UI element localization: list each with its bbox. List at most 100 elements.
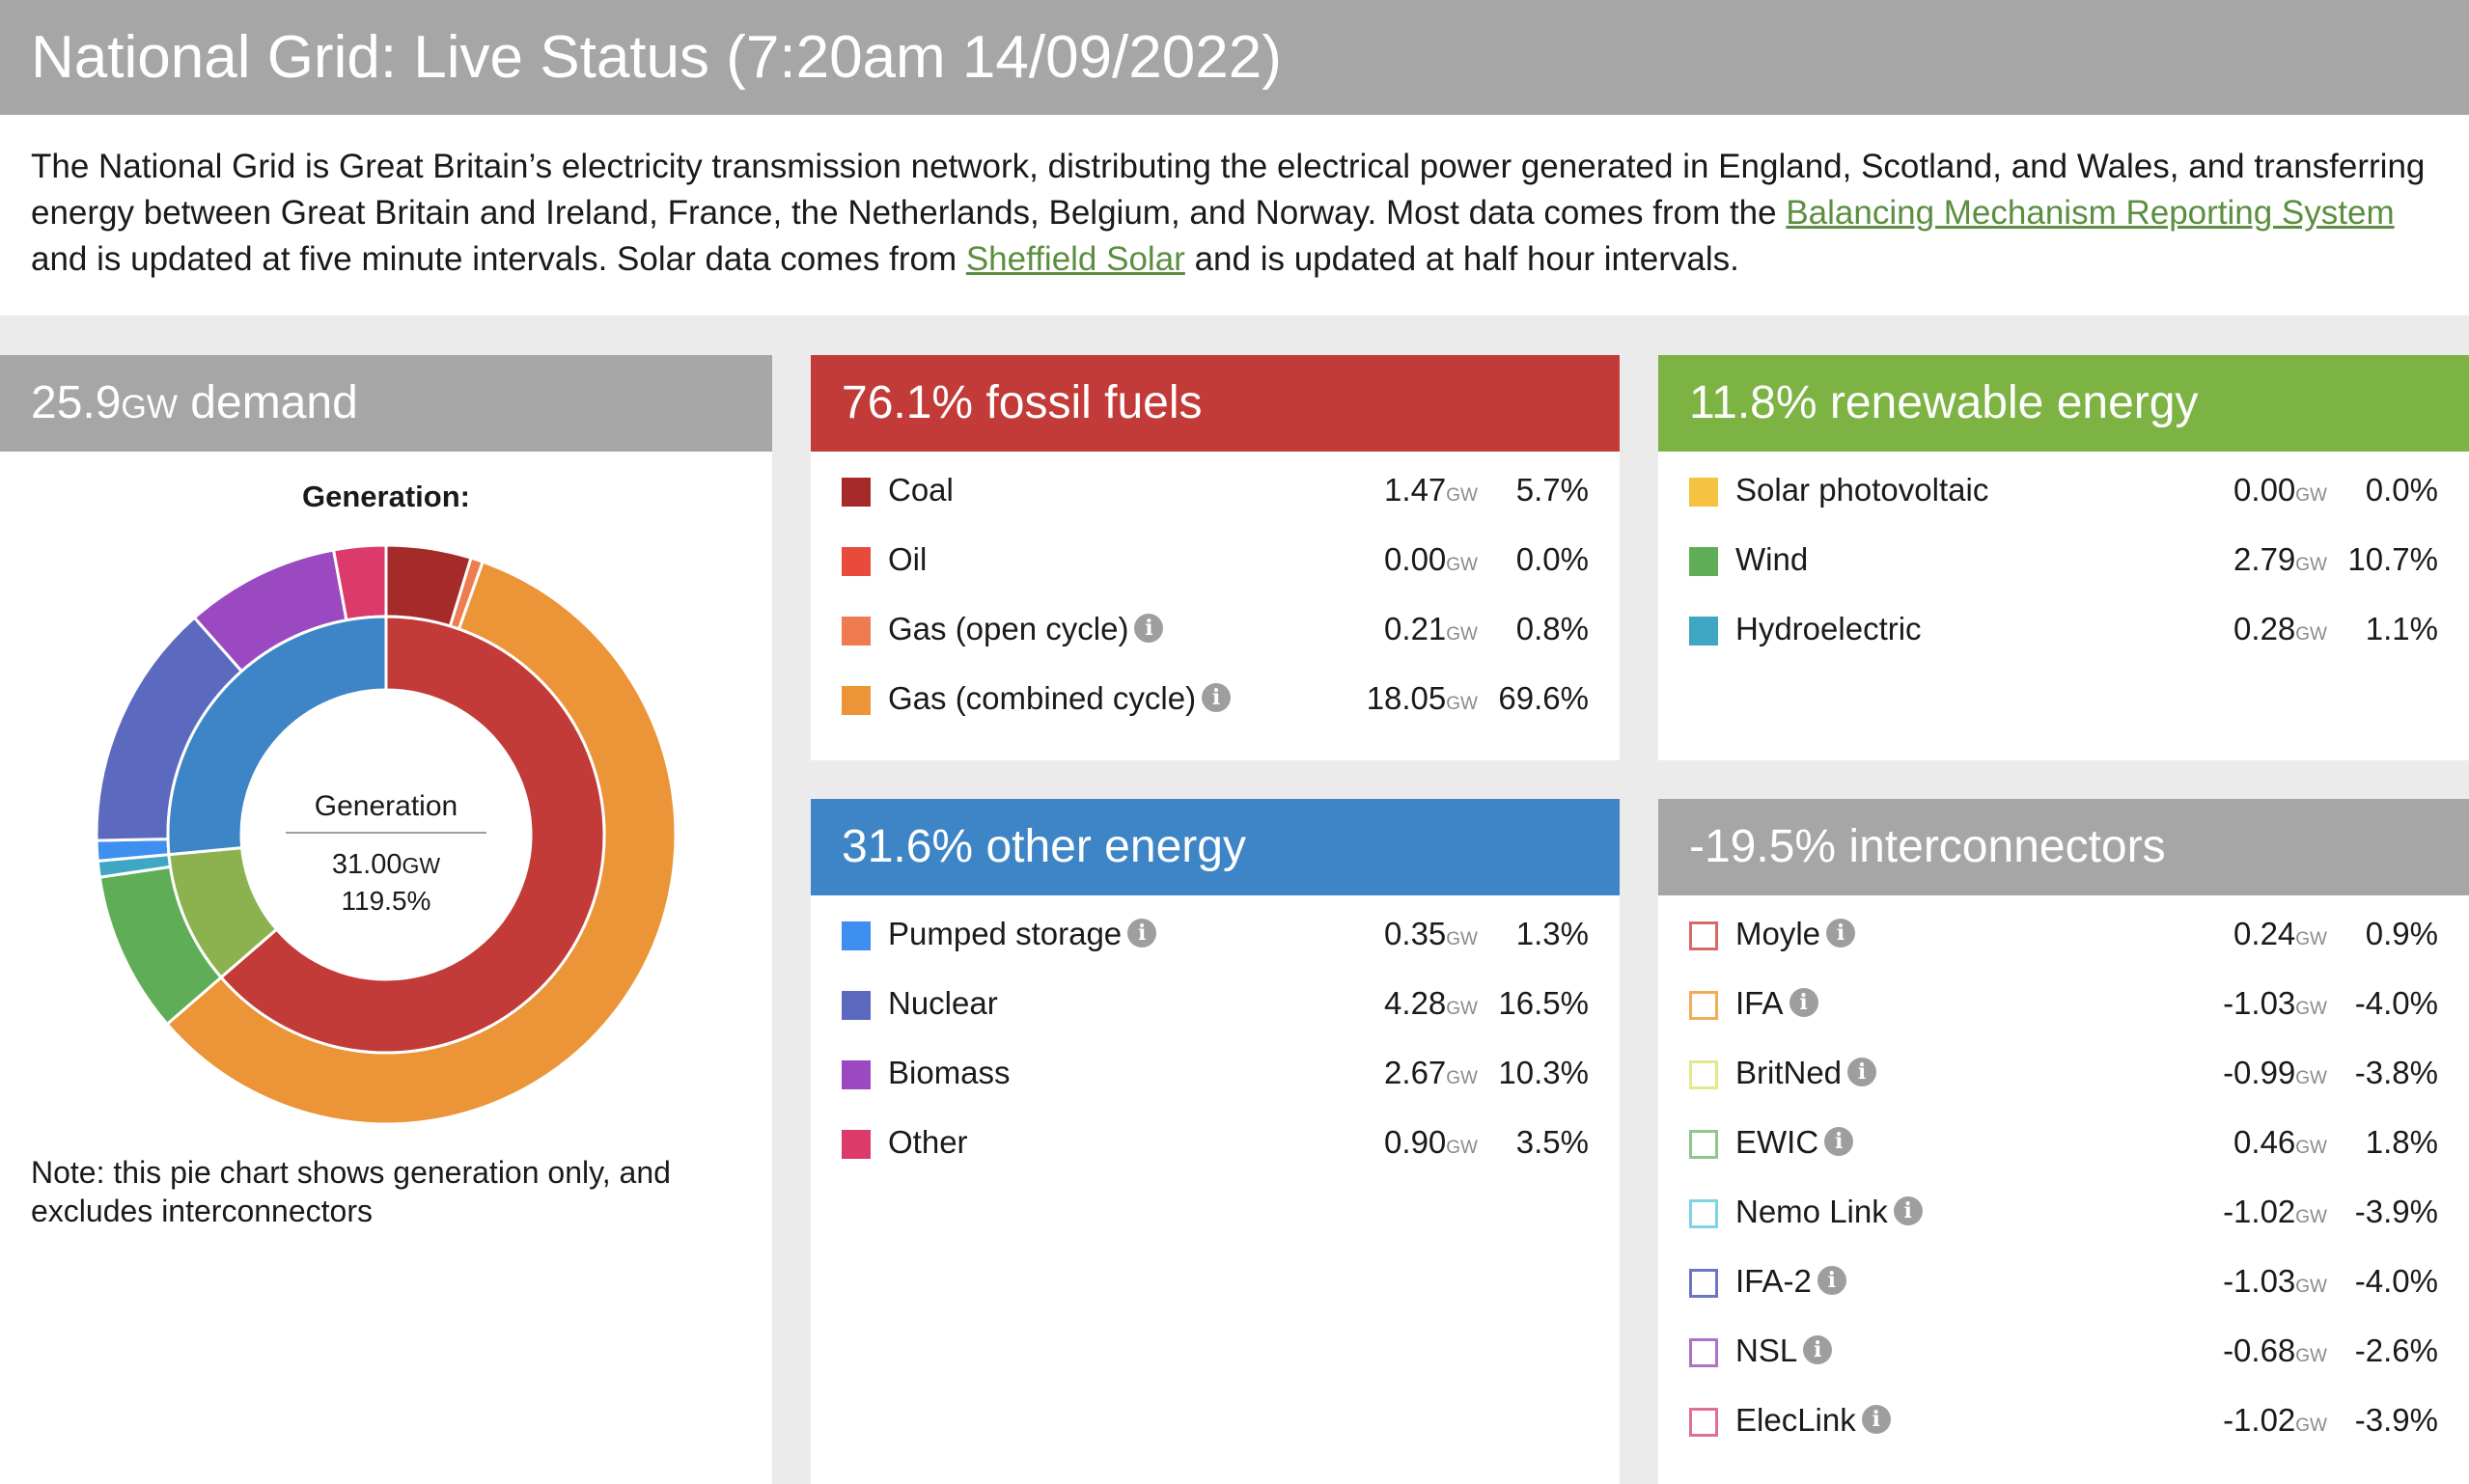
row-pct: 0.9% (2365, 916, 2438, 951)
donut-center-value-number: 31.00 (332, 849, 402, 880)
row-gw-value: 1.47 (1384, 472, 1447, 508)
row-gw: 1.47GW (1384, 455, 1478, 527)
row-label: Nemo Link i (1735, 1177, 1923, 1247)
row-gw-unit: GW (2295, 547, 2327, 576)
legend-swatch (1689, 1338, 1718, 1367)
info-icon[interactable]: i (1817, 1266, 1846, 1296)
legend-swatch (1689, 547, 1718, 576)
row-gw: 0.21GW (1384, 594, 1478, 666)
row-biomass: Biomass 2.67GW 10.3% (811, 1038, 1620, 1108)
row-gw: 0.28GW (2233, 594, 2327, 666)
row-gw-value: 4.28 (1384, 985, 1447, 1021)
row-gw-value: 2.67 (1384, 1055, 1447, 1090)
slice-other-energy[interactable] (166, 615, 388, 857)
pie-chart-note: Note: this pie chart shows generation on… (31, 1155, 671, 1228)
legend-swatch (842, 1060, 871, 1089)
legend-swatch (842, 1130, 871, 1159)
row-label-text: IFA (1735, 985, 1784, 1021)
row-gw-value: -1.02 (2223, 1194, 2296, 1229)
info-icon[interactable]: i (1789, 988, 1818, 1018)
row-gw-unit: GW (1446, 991, 1478, 1020)
legend-swatch (1689, 1199, 1718, 1228)
row-gw: -1.02GW (2223, 1386, 2327, 1457)
row-pct: 16.5% (1498, 985, 1589, 1021)
row-label: Coal (888, 455, 954, 525)
info-icon[interactable]: i (1861, 1405, 1891, 1435)
bmrs-link[interactable]: Balancing Mechanism Reporting System (1786, 194, 2395, 232)
row-gw-value: -1.03 (2223, 985, 2296, 1021)
row-gw: 0.24GW (2233, 899, 2327, 971)
row-gw-value: -0.68 (2223, 1333, 2296, 1368)
info-icon[interactable]: i (1803, 1335, 1833, 1365)
row-gw-value: 2.79 (2233, 541, 2296, 577)
row-gw: 0.00GW (1384, 525, 1478, 596)
row-gw-unit: GW (2295, 991, 2327, 1020)
row-gw: 0.90GW (1384, 1108, 1478, 1179)
row-label-text: EWIC (1735, 1124, 1819, 1160)
row-label-text: Biomass (888, 1055, 1011, 1090)
row-label: IFA-2 i (1735, 1247, 1846, 1316)
interconnectors-panel: -19.5% interconnectors Moyle i 0.24GW 0.9% I… (1658, 799, 2469, 1484)
row-solar-photovoltaic: Solar photovoltaic 0.00GW 0.0% (1658, 455, 2469, 525)
slice-fossil-fuels[interactable] (219, 615, 606, 1055)
row-gw-value: 0.90 (1384, 1124, 1447, 1160)
row-label-text: Gas (combined cycle) (888, 680, 1197, 716)
row-pct: 10.7% (2347, 541, 2438, 577)
info-icon[interactable]: i (1893, 1196, 1923, 1226)
legend-swatch (842, 991, 871, 1020)
row-label-text: Other (888, 1124, 968, 1160)
row-gw: 0.35GW (1384, 899, 1478, 971)
row-label-text: NSL (1735, 1333, 1798, 1368)
intro-text: The National Grid is Great Britain’s ele… (0, 115, 2469, 316)
row-gas-open-cycle: Gas (open cycle) i 0.21GW 0.8% (811, 594, 1620, 664)
donut-center-pct: 119.5% (342, 886, 431, 916)
row-label-text: Nemo Link (1735, 1194, 1888, 1229)
row-gw: -0.68GW (2223, 1316, 2327, 1388)
row-gw-unit: GW (2295, 617, 2327, 646)
intro-text-part: and is updated at five minute intervals.… (31, 240, 966, 278)
row-nemo-link: Nemo Link i -1.02GW -3.9% (1658, 1177, 2469, 1247)
row-gw-unit: GW (2295, 921, 2327, 950)
donut-center-title: Generation (315, 790, 458, 822)
row-coal: Coal 1.47GW 5.7% (811, 455, 1620, 525)
row-gw-unit: GW (1446, 547, 1478, 576)
sheffield-solar-link[interactable]: Sheffield Solar (965, 240, 1185, 278)
row-label-text: Wind (1735, 541, 1809, 577)
row-gw-value: 0.24 (2233, 916, 2296, 951)
row-gw: 2.79GW (2233, 525, 2327, 596)
info-icon[interactable]: i (1824, 1127, 1854, 1157)
row-label: Wind (1735, 525, 1808, 594)
row-gw-value: 0.35 (1384, 916, 1447, 951)
info-icon[interactable]: i (1134, 614, 1164, 644)
interconnectors-header: -19.5% interconnectors (1658, 799, 2469, 895)
row-gw: -0.99GW (2223, 1038, 2327, 1110)
row-gw-unit: GW (1446, 1060, 1478, 1089)
row-britned: BritNed i -0.99GW -3.8% (1658, 1038, 2469, 1108)
legend-swatch (1689, 921, 1718, 950)
row-label: Gas (combined cycle) i (888, 664, 1232, 733)
row-label-text: Pumped storage (888, 916, 1123, 951)
info-icon[interactable]: i (1826, 919, 1856, 948)
generation-title: Generation: (302, 480, 470, 513)
row-pct: 1.8% (2365, 1124, 2438, 1160)
row-pct: 0.0% (2365, 472, 2438, 508)
row-pct: 0.0% (1515, 541, 1589, 577)
row-nuclear: Nuclear 4.28GW 16.5% (811, 969, 1620, 1038)
row-label-text: Oil (888, 541, 928, 577)
row-gw-unit: GW (1446, 617, 1478, 646)
row-gw-unit: GW (1446, 686, 1478, 715)
row-oil: Oil 0.00GW 0.0% (811, 525, 1620, 594)
legend-swatch (1689, 617, 1718, 646)
row-label-text: Nuclear (888, 985, 998, 1021)
info-icon[interactable]: i (1202, 683, 1232, 713)
info-icon[interactable]: i (1127, 919, 1157, 948)
row-pct: -4.0% (2354, 985, 2438, 1021)
row-label: IFA i (1735, 969, 1818, 1038)
row-gw-value: 0.46 (2233, 1124, 2296, 1160)
other-header: 31.6% other energy (811, 799, 1620, 895)
generation-donut-chart: Generation 31.00GW 119.5% (95, 543, 678, 1126)
info-icon[interactable]: i (1847, 1058, 1877, 1087)
row-label: BritNed i (1735, 1038, 1877, 1108)
legend-swatch (1689, 991, 1718, 1020)
row-gw-unit: GW (2295, 1408, 2327, 1437)
